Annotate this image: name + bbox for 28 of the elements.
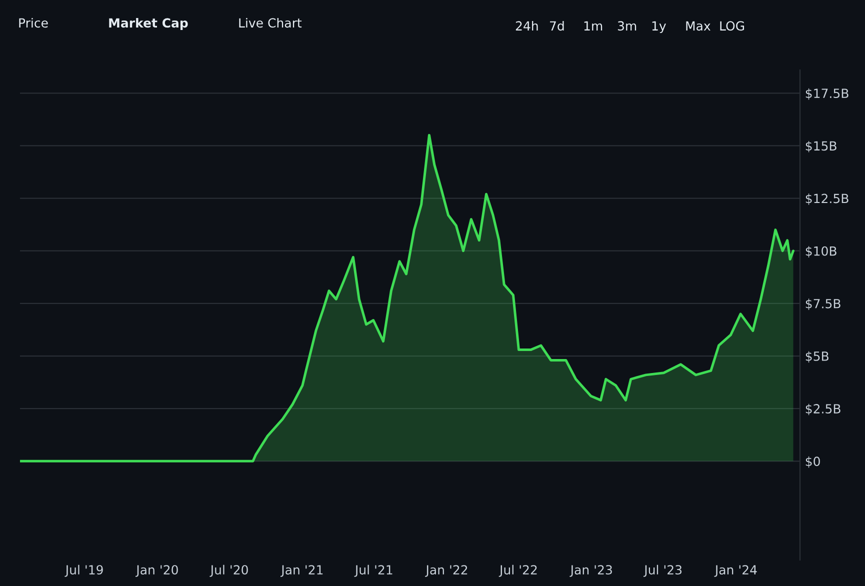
y-tick-label: $10B	[806, 246, 836, 258]
y-tick-label: $2.5B	[806, 404, 840, 416]
x-tick-label: Jan '24	[714, 565, 757, 577]
text: Market Cap	[109, 18, 188, 30]
x-tick-label: Jan '21	[280, 565, 323, 577]
text: Price	[19, 18, 48, 28]
text: 3m	[618, 21, 636, 31]
x-tick-label: Jan '20	[136, 565, 178, 577]
text: Live Chart	[239, 18, 302, 28]
y-tick-label: $17.5B	[806, 88, 848, 100]
x-tick-label: Jul '23	[643, 564, 682, 577]
text: 7d	[550, 20, 564, 31]
x-tick-label: Jul '20	[210, 564, 248, 577]
text: 1y	[652, 21, 666, 34]
text: 24h	[516, 20, 538, 30]
text: Max	[686, 21, 710, 31]
x-tick-label: Jul '19	[64, 564, 103, 577]
x-tick-label: Jan '22	[425, 565, 468, 577]
y-tick-label: $0	[806, 456, 820, 468]
y-tick-label: $12.5B	[806, 194, 848, 205]
y-tick-label: $7.5B	[806, 298, 840, 310]
y-tick-label: $15B	[806, 140, 836, 152]
x-tick-label: Jul '22	[498, 564, 537, 577]
x-tick-label: Jan '23	[570, 565, 612, 577]
text: 1m	[584, 21, 602, 30]
x-tick-label: Jul '21	[354, 564, 392, 577]
y-tick-label: $5B	[806, 351, 828, 363]
text: LOG	[720, 21, 744, 31]
